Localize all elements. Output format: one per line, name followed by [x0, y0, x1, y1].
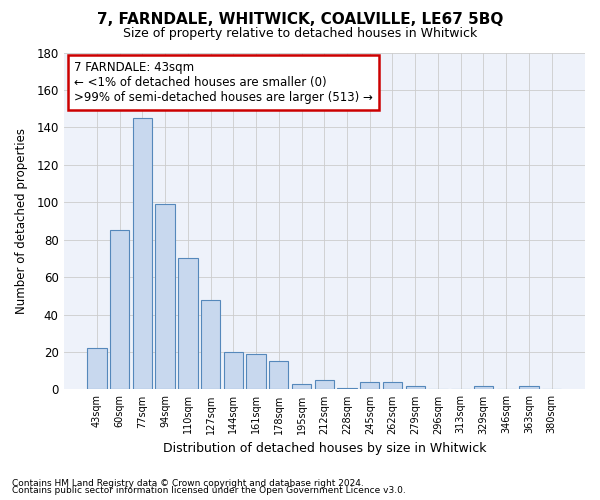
- Text: Contains HM Land Registry data © Crown copyright and database right 2024.: Contains HM Land Registry data © Crown c…: [12, 478, 364, 488]
- Bar: [133, 118, 152, 390]
- Bar: [474, 386, 493, 390]
- Bar: [155, 204, 175, 390]
- Bar: [87, 348, 107, 390]
- Bar: [519, 386, 539, 390]
- Bar: [224, 352, 243, 390]
- Bar: [360, 382, 379, 390]
- Bar: [178, 258, 197, 390]
- Text: Contains public sector information licensed under the Open Government Licence v3: Contains public sector information licen…: [12, 486, 406, 495]
- Bar: [110, 230, 130, 390]
- Text: Size of property relative to detached houses in Whitwick: Size of property relative to detached ho…: [123, 28, 477, 40]
- Bar: [314, 380, 334, 390]
- Bar: [247, 354, 266, 390]
- Bar: [337, 388, 356, 390]
- Bar: [406, 386, 425, 390]
- Text: 7, FARNDALE, WHITWICK, COALVILLE, LE67 5BQ: 7, FARNDALE, WHITWICK, COALVILLE, LE67 5…: [97, 12, 503, 28]
- Bar: [201, 300, 220, 390]
- Y-axis label: Number of detached properties: Number of detached properties: [15, 128, 28, 314]
- X-axis label: Distribution of detached houses by size in Whitwick: Distribution of detached houses by size …: [163, 442, 486, 455]
- Bar: [383, 382, 402, 390]
- Bar: [292, 384, 311, 390]
- Text: 7 FARNDALE: 43sqm
← <1% of detached houses are smaller (0)
>99% of semi-detached: 7 FARNDALE: 43sqm ← <1% of detached hous…: [74, 61, 373, 104]
- Bar: [269, 362, 289, 390]
